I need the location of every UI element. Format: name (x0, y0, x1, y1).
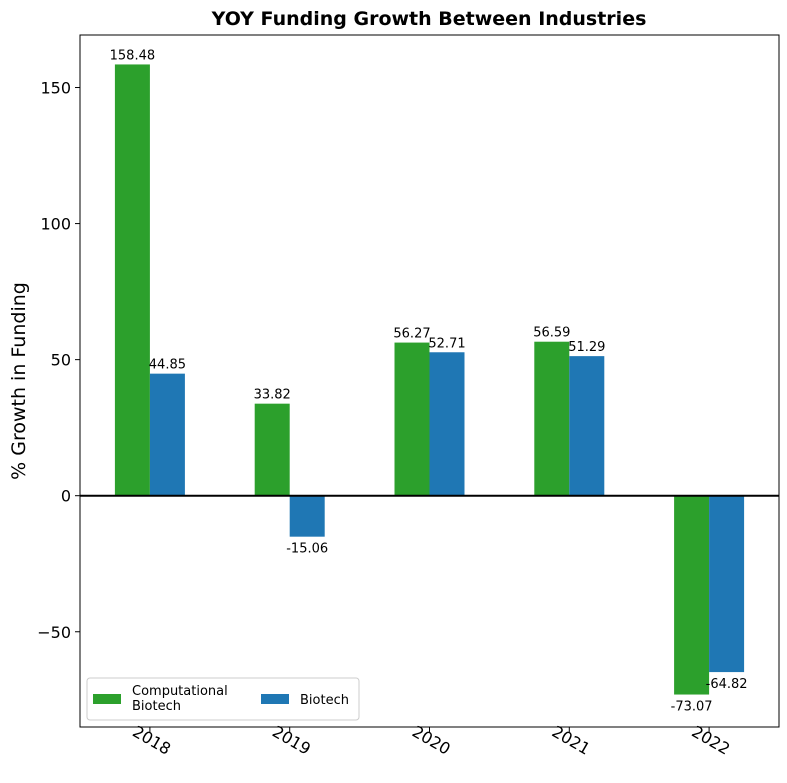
bar-biotech-2019 (289, 495, 325, 537)
plot-area: 158.4844.85201833.82-15.06201956.2752.71… (37, 34, 780, 759)
chart-title: YOY Funding Growth Between Industries (211, 8, 647, 30)
y-tick-label: 100 (40, 215, 71, 234)
y-tick-label: −50 (37, 623, 71, 642)
bar-computational-biotech-2020 (394, 342, 430, 496)
legend-box (86, 677, 360, 721)
legend-swatch-computational-biotech (93, 694, 121, 704)
bar-computational-biotech-2022 (674, 495, 710, 695)
data-label: 51.29 (568, 340, 605, 355)
bar-computational-biotech-2021 (534, 341, 570, 496)
y-tick-label: 50 (51, 351, 71, 370)
data-label: 44.85 (149, 358, 186, 373)
data-label: 56.59 (533, 326, 570, 341)
bar-computational-biotech-2019 (254, 403, 290, 496)
legend-label: Biotech (300, 693, 349, 708)
y-tick-label: 0 (61, 487, 71, 506)
data-label: 158.48 (110, 48, 156, 63)
y-axis-label: % Growth in Funding (8, 282, 30, 480)
y-tick-label: 150 (40, 79, 71, 98)
bar-computational-biotech-2018 (114, 64, 150, 496)
bar-biotech-2020 (429, 352, 465, 496)
legend-label: Computational (132, 684, 228, 699)
data-label: 33.82 (254, 388, 291, 403)
data-label: -15.06 (286, 542, 328, 557)
data-label: -64.82 (706, 677, 748, 692)
data-label: 56.27 (393, 327, 430, 342)
bar-biotech-2021 (569, 356, 605, 496)
legend-label: Biotech (132, 699, 181, 714)
plot-frame (79, 34, 780, 728)
bar-biotech-2022 (709, 495, 745, 673)
data-label: -73.07 (671, 700, 713, 715)
bar-biotech-2018 (149, 373, 185, 496)
legend-swatch-biotech (261, 694, 289, 704)
data-label: 52.71 (428, 336, 465, 351)
